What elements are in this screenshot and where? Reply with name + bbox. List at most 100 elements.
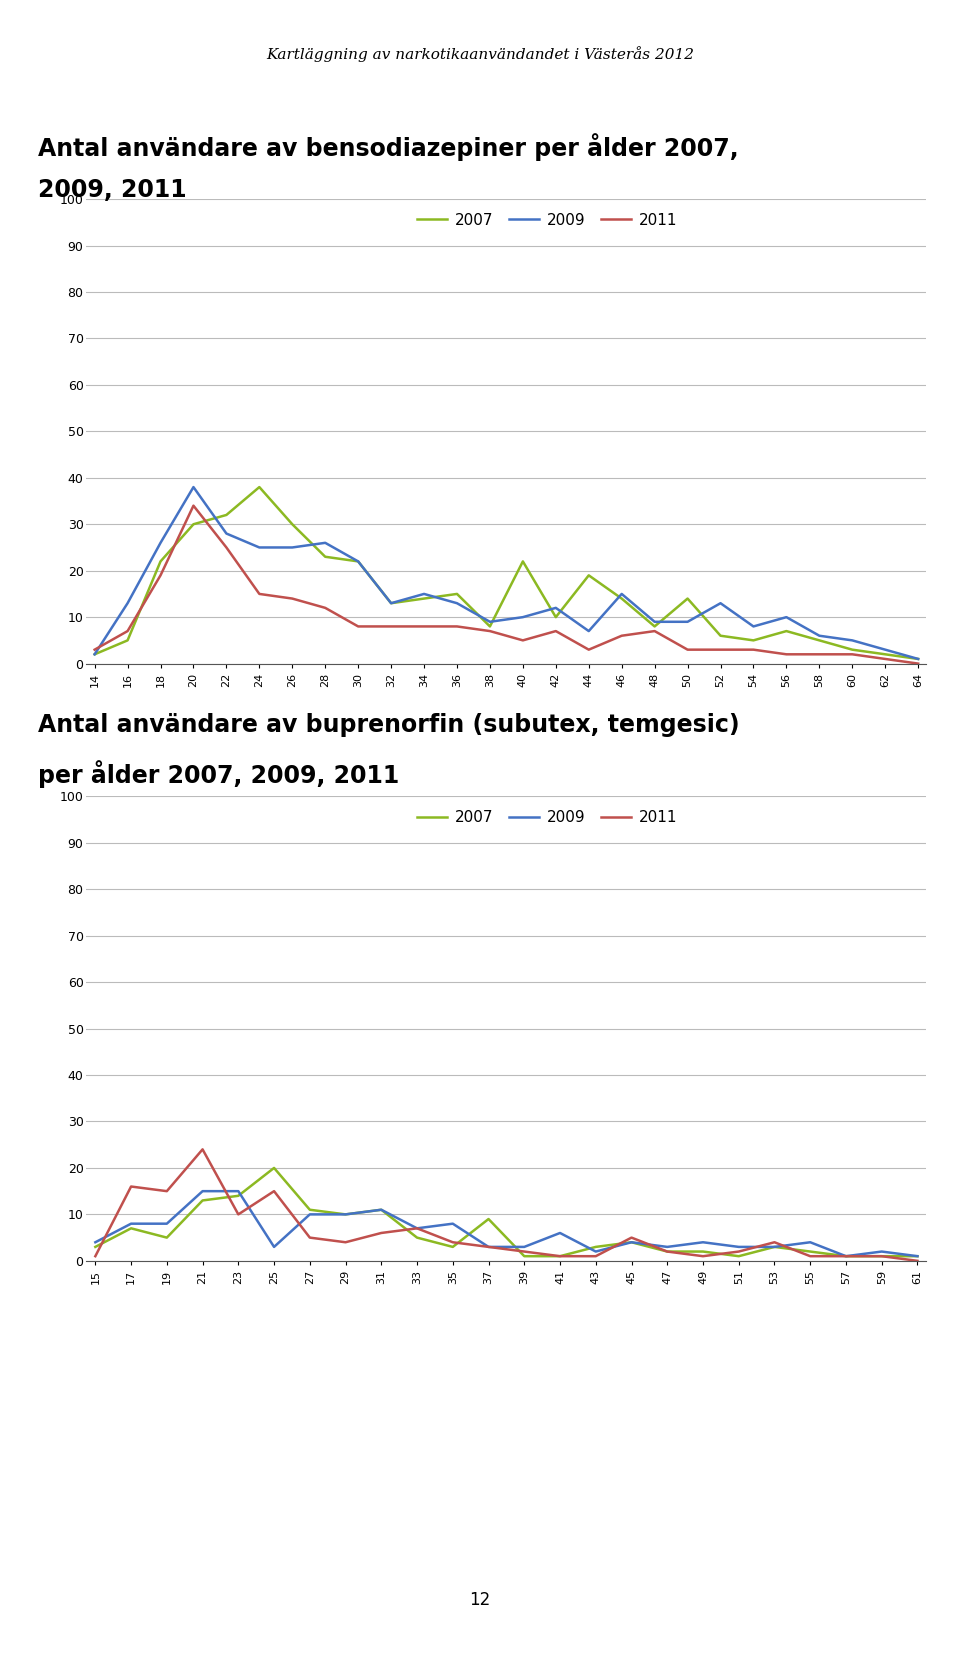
2007 — [419, 589, 430, 609]
2007 — [483, 1209, 494, 1229]
2009 — [483, 1238, 494, 1258]
2009 — [385, 594, 396, 614]
2009 — [411, 1218, 422, 1238]
2007 — [769, 1238, 780, 1258]
2011 — [340, 1233, 351, 1253]
2009 — [126, 1214, 137, 1234]
2009 — [912, 1246, 924, 1266]
2011 — [268, 1181, 279, 1201]
2011 — [517, 630, 529, 650]
2011 — [188, 496, 200, 516]
2009 — [517, 607, 529, 627]
2007 — [304, 1199, 316, 1219]
2009 — [197, 1181, 208, 1201]
2009 — [661, 1238, 673, 1258]
2011 — [89, 640, 101, 660]
2007 — [517, 551, 529, 571]
2009 — [912, 649, 924, 669]
2011 — [126, 1176, 137, 1196]
2011 — [879, 649, 891, 669]
2009 — [616, 584, 628, 604]
2009 — [590, 1241, 602, 1261]
Text: 12: 12 — [469, 1591, 491, 1609]
2007 — [912, 649, 924, 669]
2009 — [847, 630, 858, 650]
2007 — [484, 617, 495, 637]
2009 — [89, 1233, 101, 1253]
2011 — [419, 617, 430, 637]
2007 — [847, 640, 858, 660]
2009 — [554, 1223, 565, 1243]
2007 — [161, 1228, 173, 1248]
2009 — [122, 594, 133, 614]
2007 — [320, 547, 331, 567]
2009 — [626, 1233, 637, 1253]
Line: 2009: 2009 — [95, 488, 918, 659]
2011 — [253, 584, 265, 604]
2011 — [682, 640, 693, 660]
2011 — [89, 1246, 101, 1266]
2009 — [161, 1214, 173, 1234]
2009 — [451, 594, 463, 614]
2007 — [715, 625, 727, 645]
2011 — [286, 589, 298, 609]
2007 — [286, 514, 298, 534]
2011 — [813, 644, 825, 664]
2007 — [616, 589, 628, 609]
2011 — [197, 1140, 208, 1160]
2007 — [583, 566, 594, 586]
2009 — [649, 612, 660, 632]
2011 — [715, 640, 727, 660]
2009 — [268, 1238, 279, 1258]
2009 — [340, 1204, 351, 1224]
2007 — [221, 504, 232, 524]
Text: Kartläggning av narkotikaanvändandet i Västerås 2012: Kartläggning av narkotikaanvändandet i V… — [266, 46, 694, 63]
2009 — [304, 1204, 316, 1224]
2011 — [221, 538, 232, 557]
2007 — [554, 1246, 565, 1266]
2011 — [912, 1251, 924, 1271]
2007 — [780, 620, 792, 640]
2009 — [780, 607, 792, 627]
2011 — [912, 654, 924, 674]
2011 — [626, 1228, 637, 1248]
2011 — [780, 644, 792, 664]
2009 — [804, 1233, 816, 1253]
2009 — [769, 1238, 780, 1258]
2009 — [286, 538, 298, 557]
Legend: 2007, 2009, 2011: 2007, 2009, 2011 — [411, 805, 684, 831]
Line: 2011: 2011 — [95, 506, 918, 664]
2011 — [840, 1246, 852, 1266]
2009 — [813, 625, 825, 645]
2007 — [626, 1233, 637, 1253]
2009 — [518, 1238, 530, 1258]
2007 — [447, 1238, 459, 1258]
Line: 2007: 2007 — [95, 1168, 918, 1256]
2009 — [320, 533, 331, 552]
2007 — [697, 1241, 708, 1261]
Text: Antal användare av buprenorfin (subutex, temgesic): Antal användare av buprenorfin (subutex,… — [38, 713, 740, 737]
2011 — [122, 620, 133, 640]
2009 — [221, 524, 232, 544]
2011 — [697, 1246, 708, 1266]
2011 — [550, 620, 562, 640]
2009 — [352, 551, 364, 571]
2009 — [419, 584, 430, 604]
2007 — [879, 644, 891, 664]
2007 — [649, 617, 660, 637]
2007 — [375, 1199, 387, 1219]
2011 — [451, 617, 463, 637]
2011 — [748, 640, 759, 660]
2009 — [89, 644, 101, 664]
2007 — [188, 514, 200, 534]
2011 — [649, 620, 660, 640]
2011 — [232, 1204, 244, 1224]
2011 — [804, 1246, 816, 1266]
2011 — [876, 1246, 887, 1266]
2011 — [483, 1238, 494, 1258]
2011 — [375, 1223, 387, 1243]
2011 — [447, 1233, 459, 1253]
Text: per ålder 2007, 2009, 2011: per ålder 2007, 2009, 2011 — [38, 760, 399, 788]
2011 — [847, 644, 858, 664]
2007 — [804, 1241, 816, 1261]
